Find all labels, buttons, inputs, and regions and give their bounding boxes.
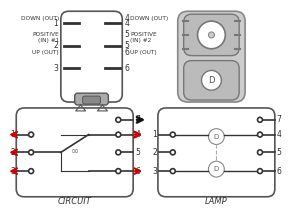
Text: 5: 5 — [124, 30, 129, 39]
Text: UP (OUT): UP (OUT) — [32, 50, 59, 55]
Circle shape — [170, 169, 175, 174]
Text: 6: 6 — [124, 64, 129, 73]
Circle shape — [116, 117, 121, 122]
Text: DOWN (OUT): DOWN (OUT) — [130, 16, 168, 21]
Text: 1: 1 — [152, 130, 157, 139]
Text: 5: 5 — [277, 148, 282, 157]
Text: D: D — [214, 134, 219, 140]
Circle shape — [208, 129, 224, 144]
Text: CIRCUIT: CIRCUIT — [58, 197, 92, 206]
Circle shape — [116, 132, 121, 137]
Text: 5: 5 — [135, 148, 140, 157]
Text: 2: 2 — [152, 148, 157, 157]
Circle shape — [202, 71, 221, 90]
Text: POSITIVE: POSITIVE — [130, 32, 157, 37]
Circle shape — [28, 150, 34, 155]
Circle shape — [208, 161, 224, 177]
Text: LAMP: LAMP — [205, 197, 228, 206]
Text: 2: 2 — [11, 148, 15, 157]
Circle shape — [116, 150, 121, 155]
Text: D: D — [214, 166, 219, 172]
Text: 4: 4 — [124, 14, 129, 23]
Circle shape — [257, 169, 262, 174]
Circle shape — [28, 169, 34, 174]
Circle shape — [116, 169, 121, 174]
FancyBboxPatch shape — [184, 61, 239, 100]
Circle shape — [170, 150, 175, 155]
Text: D: D — [208, 76, 215, 85]
Circle shape — [28, 132, 34, 137]
Text: 3: 3 — [11, 167, 15, 176]
Circle shape — [170, 132, 175, 137]
Text: 6: 6 — [124, 48, 129, 57]
Circle shape — [198, 21, 225, 49]
Text: 4: 4 — [135, 130, 140, 139]
Text: UP (OUT): UP (OUT) — [130, 50, 157, 55]
Text: 4: 4 — [277, 130, 282, 139]
FancyBboxPatch shape — [184, 14, 239, 56]
Text: 6: 6 — [135, 167, 140, 176]
Text: 2: 2 — [53, 41, 58, 50]
Text: 4: 4 — [124, 19, 129, 28]
FancyBboxPatch shape — [158, 108, 275, 197]
FancyBboxPatch shape — [178, 11, 245, 102]
Circle shape — [257, 132, 262, 137]
Text: 1: 1 — [53, 19, 58, 28]
Circle shape — [208, 32, 214, 38]
FancyBboxPatch shape — [61, 11, 122, 102]
FancyBboxPatch shape — [16, 108, 133, 197]
FancyBboxPatch shape — [82, 96, 100, 104]
Text: 3: 3 — [152, 167, 157, 176]
FancyBboxPatch shape — [75, 93, 108, 105]
Text: 7: 7 — [135, 115, 140, 124]
Text: 7: 7 — [277, 115, 282, 124]
Text: ∞: ∞ — [70, 146, 79, 156]
Text: (IN) #1: (IN) #1 — [38, 38, 59, 43]
Text: (IN) #2: (IN) #2 — [130, 38, 152, 43]
Text: 3: 3 — [53, 64, 58, 73]
Text: 1: 1 — [11, 130, 15, 139]
Text: 5: 5 — [124, 41, 129, 50]
Text: DOWN (OUT): DOWN (OUT) — [21, 16, 59, 21]
Circle shape — [257, 117, 262, 122]
Circle shape — [257, 150, 262, 155]
Text: POSITIVE: POSITIVE — [32, 32, 59, 37]
Text: 6: 6 — [277, 167, 282, 176]
